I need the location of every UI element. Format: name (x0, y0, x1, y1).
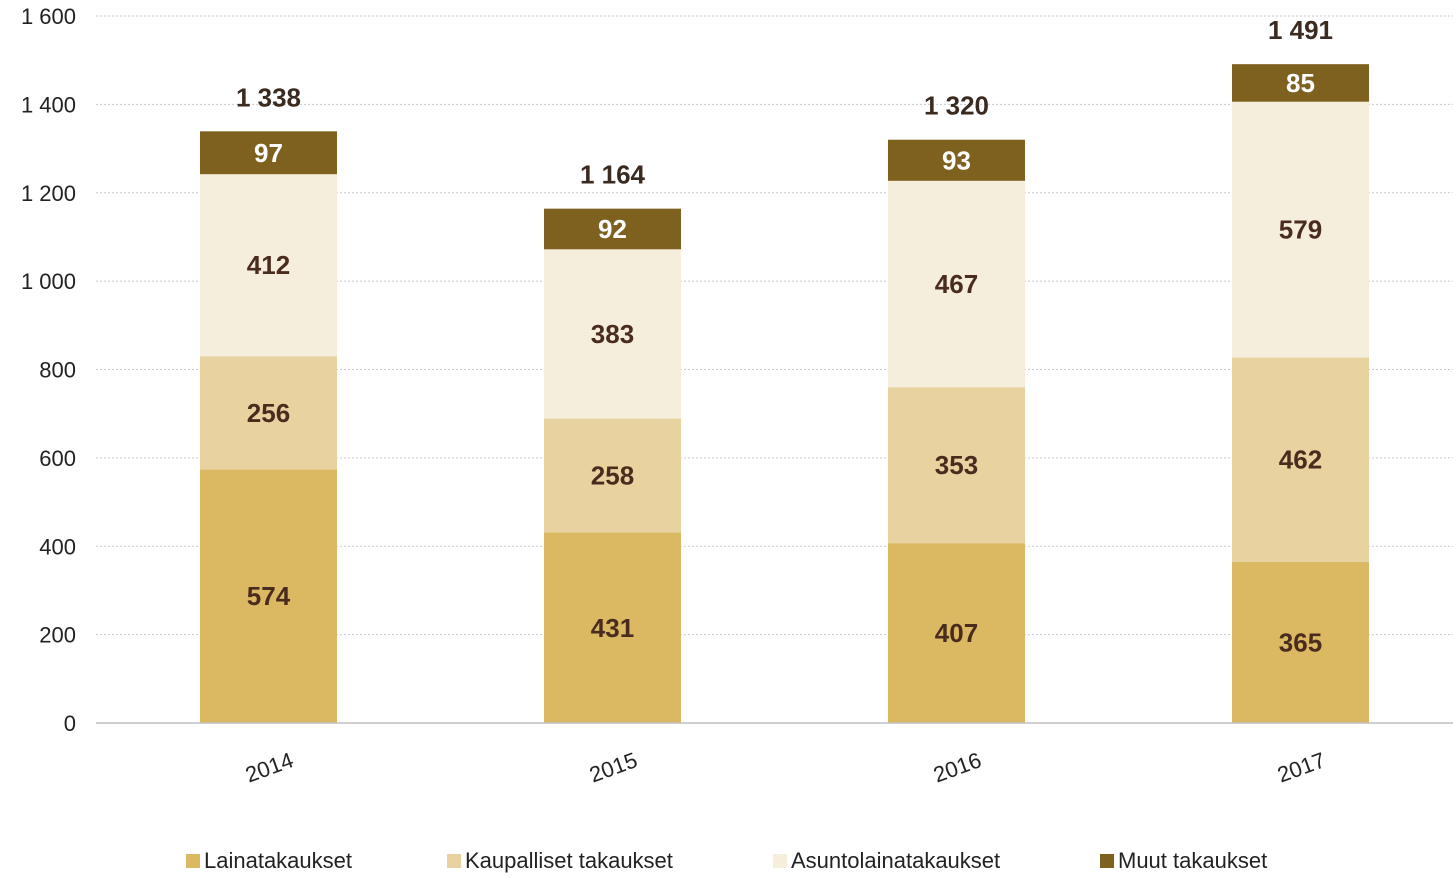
bar-segment (1232, 561, 1369, 723)
legend-swatch (186, 854, 200, 868)
y-tick-label: 1 600 (21, 4, 76, 29)
legend: Lainatakaukset Kaupalliset takaukset Asu… (0, 848, 1453, 878)
segment-value-label: 97 (254, 138, 283, 168)
y-tick-label: 0 (64, 711, 76, 736)
segment-value-label: 365 (1279, 627, 1322, 657)
total-value-label: 1 320 (924, 91, 989, 121)
y-tick-label: 1 000 (21, 269, 76, 294)
legend-swatch (447, 854, 461, 868)
segment-value-label: 412 (247, 250, 290, 280)
bar-segment (544, 208, 681, 250)
total-value-label: 1 164 (580, 160, 646, 190)
segment-value-label: 383 (591, 319, 634, 349)
bar-segment (200, 174, 337, 357)
segment-value-label: 407 (935, 618, 978, 648)
total-value-label: 1 491 (1268, 15, 1333, 45)
segment-value-label: 579 (1279, 215, 1322, 245)
y-tick-label: 1 400 (21, 92, 76, 117)
bar-segment (544, 418, 681, 533)
legend-item-asuntolainatakaukset: Asuntolainatakaukset (773, 848, 1000, 874)
bar-segment (1232, 357, 1369, 562)
x-tick-label: 2015 (586, 747, 641, 787)
bar-segment (888, 180, 1025, 388)
legend-swatch (1100, 854, 1114, 868)
y-tick-label: 200 (39, 623, 76, 648)
bar-segment (200, 356, 337, 470)
segment-value-label: 92 (598, 214, 627, 244)
segment-value-label: 353 (935, 450, 978, 480)
y-tick-label: 400 (39, 534, 76, 559)
bar-segment (200, 469, 337, 723)
bar-segment (888, 139, 1025, 181)
data-labels: 574 256 412 97 1 338 431 258 383 92 1 164 407 353 46… (236, 15, 1333, 657)
legend-label: Lainatakaukset (204, 848, 352, 873)
x-tick-label: 2014 (242, 747, 297, 787)
legend-swatch (773, 854, 787, 868)
x-tick-label: 2016 (930, 747, 985, 787)
legend-label: Kaupalliset takaukset (465, 848, 673, 873)
y-tick-label: 600 (39, 446, 76, 471)
total-value-label: 1 338 (236, 82, 301, 112)
bar-segment (544, 249, 681, 419)
legend-label: Asuntolainatakaukset (791, 848, 1001, 873)
segment-value-label: 467 (935, 269, 978, 299)
segment-value-label: 256 (247, 398, 290, 428)
legend-item-kaupalliset-takaukset: Kaupalliset takaukset (447, 848, 673, 874)
y-axis-ticks: 0 200 400 600 800 1 000 1 200 1 400 1 600 (21, 4, 76, 736)
legend-label: Muut takaukset (1118, 848, 1268, 873)
stacked-bar-chart: 0 200 400 600 800 1 000 1 200 1 400 1 600 574 256… (21, 4, 1453, 787)
x-tick-label: 2017 (1274, 747, 1329, 787)
segment-value-label: 93 (942, 145, 971, 175)
segment-value-label: 462 (1279, 445, 1322, 475)
bar-segment (888, 387, 1025, 544)
segment-value-label: 574 (247, 581, 291, 611)
bar-segment (888, 543, 1025, 723)
bars (200, 64, 1369, 723)
bar-segment (200, 131, 337, 175)
segment-value-label: 431 (591, 613, 634, 643)
segment-value-label: 85 (1286, 68, 1315, 98)
y-tick-label: 800 (39, 358, 76, 383)
legend-item-lainatakaukset: Lainatakaukset (186, 848, 352, 874)
bar-segment (1232, 101, 1369, 358)
y-tick-label: 1 200 (21, 181, 76, 206)
segment-value-label: 258 (591, 461, 634, 491)
legend-item-muut-takaukset: Muut takaukset (1100, 848, 1267, 874)
bar-segment (544, 532, 681, 723)
x-axis-ticks: 2014 2015 2016 2017 (242, 747, 1329, 787)
bar-segment (1232, 64, 1369, 102)
